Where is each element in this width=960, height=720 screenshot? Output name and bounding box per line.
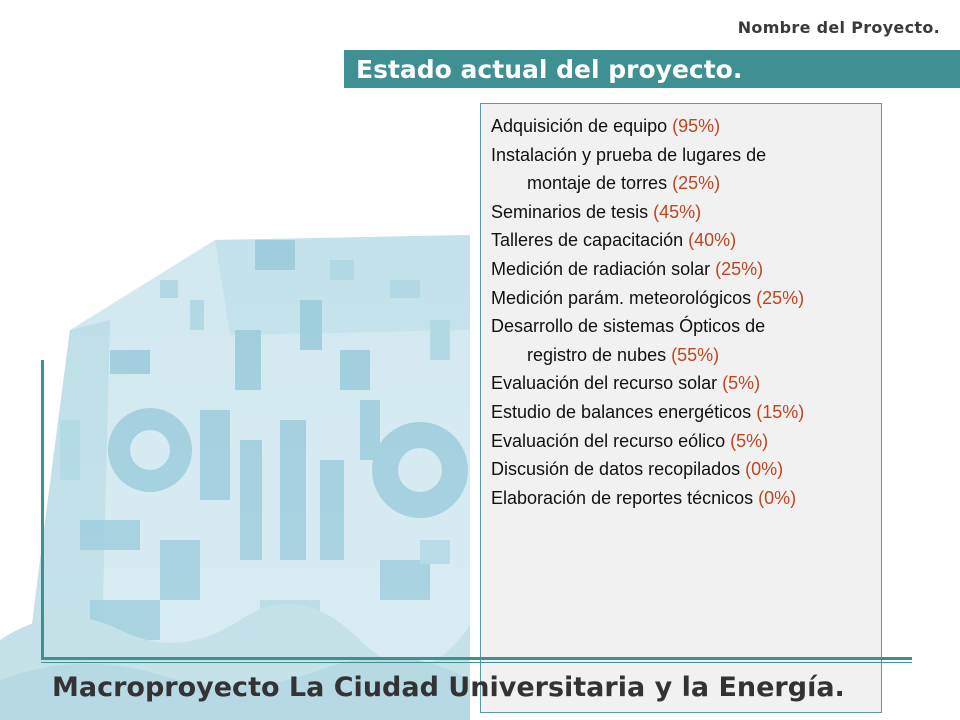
list-item: Medición de radiación solar (25%) — [491, 258, 764, 279]
progress-percent: (0%) — [745, 459, 784, 480]
slide-title: Estado actual del proyecto. — [356, 54, 743, 84]
progress-percent: (25%) — [756, 287, 805, 308]
project-name: Nombre del Proyecto. — [737, 18, 940, 37]
progress-percent: (15%) — [756, 401, 805, 422]
status-list-box: Adquisición de equipo (95%) Instalación … — [480, 103, 882, 713]
progress-percent: (25%) — [672, 173, 721, 194]
list-item: Estudio de balances energéticos (15%) — [491, 401, 805, 422]
list-item: Seminarios de tesis (45%) — [491, 201, 702, 222]
list-item: Evaluación del recurso eólico (5%) — [491, 430, 769, 451]
horizontal-rule-thin — [41, 662, 912, 663]
list-item: Medición parám. meteorológicos (25%) — [491, 287, 805, 308]
list-item: Desarrollo de sistemas Ópticos de regist… — [491, 316, 766, 365]
list-item: Elaboración de reportes técnicos (0%) — [491, 487, 797, 508]
list-item: Evaluación del recurso solar (5%) — [491, 373, 761, 394]
progress-percent: (45%) — [653, 201, 702, 222]
list-item: Discusión de datos recopilados (0%) — [491, 459, 784, 480]
list-item: Adquisición de equipo (95%) — [491, 116, 721, 136]
vertical-rule — [41, 360, 44, 660]
progress-percent: (25%) — [715, 258, 764, 279]
progress-percent: (95%) — [672, 116, 721, 136]
progress-percent: (55%) — [671, 344, 720, 365]
list-item: Instalación y prueba de lugares de monta… — [491, 144, 767, 194]
progress-percent: (0%) — [758, 487, 797, 508]
list-item: Talleres de capacitación (40%) — [491, 230, 737, 251]
horizontal-rule — [41, 657, 912, 660]
progress-percent: (5%) — [730, 430, 769, 451]
footer-title: Macroproyecto La Ciudad Universitaria y … — [52, 672, 845, 703]
progress-percent: (5%) — [722, 373, 761, 394]
title-bar: Estado actual del proyecto. — [344, 50, 960, 88]
progress-percent: (40%) — [688, 230, 737, 251]
